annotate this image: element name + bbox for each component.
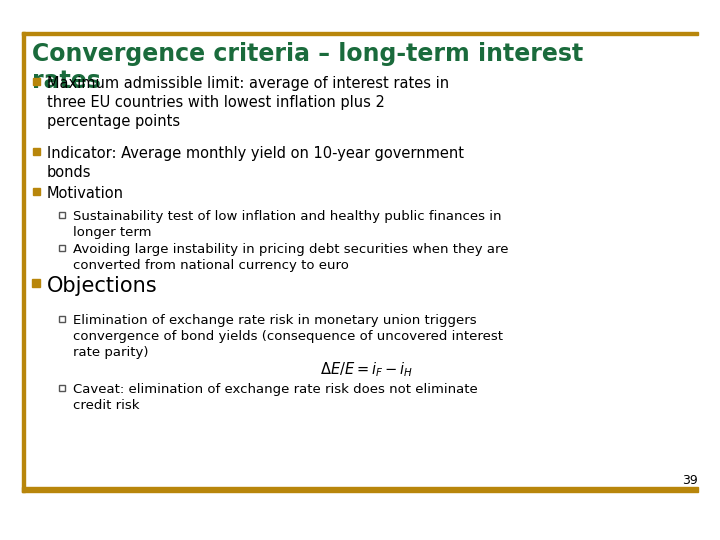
Bar (32, 78, 40, 84)
Text: Elimination of exchange rate risk in monetary union triggers
convergence of bond: Elimination of exchange rate risk in mon… (73, 314, 503, 359)
Bar (22, 487, 698, 492)
Text: Motivation: Motivation (47, 186, 124, 201)
Bar (22, 32, 25, 492)
Bar (32, 187, 40, 194)
Text: Indicator: Average monthly yield on 10-year government
bonds: Indicator: Average monthly yield on 10-y… (47, 146, 464, 180)
Bar (59, 316, 65, 322)
Text: $\Delta E / E = i_F - i_H$: $\Delta E / E = i_F - i_H$ (320, 360, 413, 379)
Text: Caveat: elimination of exchange rate risk does not eliminate
credit risk: Caveat: elimination of exchange rate ris… (73, 383, 478, 412)
Bar (32, 279, 40, 287)
Text: Sustainability test of low inflation and healthy public finances in
longer term: Sustainability test of low inflation and… (73, 210, 502, 239)
Bar (22, 32, 698, 35)
Text: Avoiding large instability in pricing debt securities when they are
converted fr: Avoiding large instability in pricing de… (73, 243, 508, 272)
Text: 39: 39 (683, 474, 698, 487)
Bar (59, 212, 65, 218)
Bar (59, 385, 65, 391)
Text: Maximum admissible limit: average of interest rates in
three EU countries with l: Maximum admissible limit: average of int… (47, 76, 449, 130)
Bar (32, 147, 40, 154)
Bar (59, 245, 65, 251)
Text: rates: rates (32, 69, 101, 93)
Text: Convergence criteria – long-term interest: Convergence criteria – long-term interes… (32, 42, 583, 66)
Text: Objections: Objections (47, 276, 158, 296)
